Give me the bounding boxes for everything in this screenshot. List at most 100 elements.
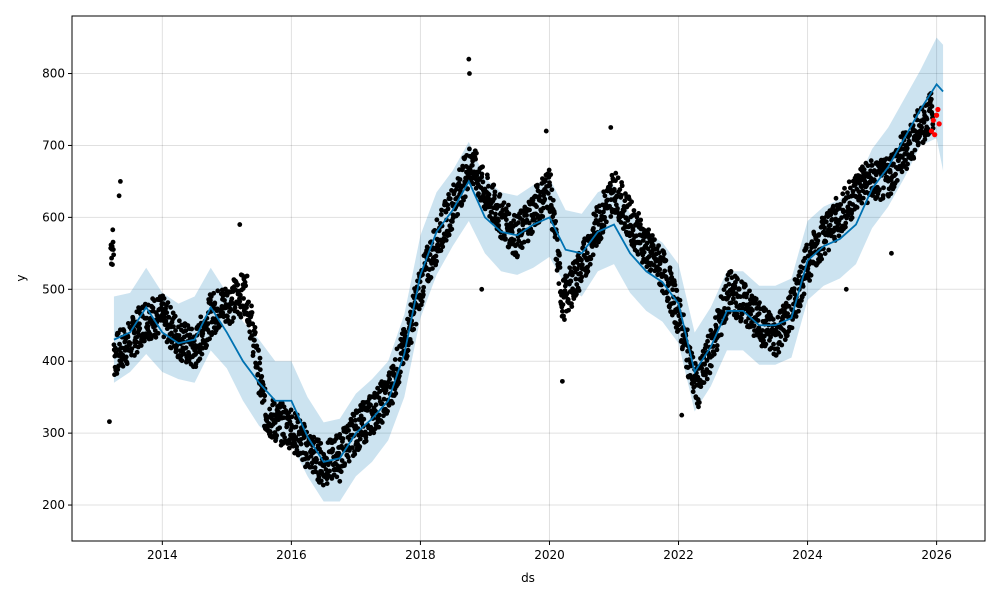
observed-point xyxy=(352,451,358,457)
observed-point xyxy=(556,281,562,286)
observed-point xyxy=(652,237,657,243)
observed-point xyxy=(608,125,614,130)
observed-point xyxy=(929,111,935,117)
observed-point xyxy=(314,457,320,463)
observed-point xyxy=(176,333,182,338)
observed-point xyxy=(131,330,137,336)
observed-point xyxy=(562,317,567,322)
observed-point xyxy=(907,140,913,146)
observed-point xyxy=(630,227,636,233)
observed-point xyxy=(215,288,221,294)
y-tick-label: 300 xyxy=(42,426,65,440)
observed-point xyxy=(842,224,848,230)
observed-point xyxy=(393,390,399,396)
observed-point xyxy=(225,313,230,319)
observed-point xyxy=(198,314,204,320)
observed-point xyxy=(252,330,258,335)
observed-point xyxy=(416,306,422,312)
observed-point xyxy=(257,367,263,373)
observed-point xyxy=(110,262,115,267)
observed-point xyxy=(246,299,251,305)
observed-point xyxy=(211,290,217,296)
observed-point xyxy=(480,179,486,185)
observed-point xyxy=(713,324,719,330)
observed-point xyxy=(134,349,140,355)
observed-point xyxy=(324,456,329,461)
observed-point xyxy=(663,258,669,263)
observed-point xyxy=(467,71,472,76)
observed-point xyxy=(798,269,803,275)
observed-point xyxy=(708,363,714,369)
observed-point xyxy=(690,389,696,395)
observed-point xyxy=(171,324,176,330)
observed-point xyxy=(137,321,142,327)
observed-point xyxy=(166,314,172,320)
observed-point xyxy=(282,435,288,440)
observed-point xyxy=(696,404,701,410)
observed-point xyxy=(661,251,667,257)
observed-point xyxy=(363,438,369,444)
observed-point xyxy=(761,338,766,343)
observed-point xyxy=(554,267,560,273)
observed-point xyxy=(904,166,910,172)
observed-point xyxy=(916,140,921,146)
observed-point xyxy=(438,212,444,217)
observed-point xyxy=(340,436,346,442)
observed-point xyxy=(199,351,205,357)
observed-point xyxy=(635,251,641,257)
observed-point xyxy=(904,145,910,151)
observed-point xyxy=(249,310,255,315)
observed-point xyxy=(784,333,790,338)
observed-point xyxy=(861,167,867,172)
observed-point xyxy=(629,199,634,205)
observed-point xyxy=(527,207,532,213)
x-tick-label: 2024 xyxy=(792,548,823,562)
observed-point xyxy=(929,103,935,109)
observed-point xyxy=(593,243,599,248)
observed-point xyxy=(501,200,507,206)
observed-point xyxy=(338,469,344,475)
observed-point xyxy=(615,205,620,211)
observed-point xyxy=(618,192,624,198)
observed-point xyxy=(870,193,876,198)
observed-point xyxy=(485,175,490,181)
observed-point xyxy=(714,347,720,353)
observed-point xyxy=(840,191,846,197)
observed-point xyxy=(153,334,159,340)
observed-point xyxy=(692,360,698,366)
observed-point xyxy=(493,211,498,217)
observed-point xyxy=(404,353,410,359)
observed-point xyxy=(376,424,382,430)
observed-point xyxy=(147,331,153,337)
observed-point xyxy=(619,183,625,189)
observed-point xyxy=(735,276,740,282)
observed-point xyxy=(349,445,355,450)
observed-point xyxy=(605,197,610,203)
observed-point xyxy=(801,291,807,297)
observed-point xyxy=(747,288,752,294)
observed-point xyxy=(440,244,446,250)
observed-point xyxy=(189,326,195,332)
observed-point xyxy=(165,300,171,305)
observed-point xyxy=(281,404,287,410)
observed-point xyxy=(818,253,824,258)
observed-point xyxy=(596,221,602,227)
observed-point xyxy=(704,376,710,382)
forecast-line xyxy=(113,82,944,463)
plot-area xyxy=(72,16,985,541)
observed-point xyxy=(656,243,661,249)
observed-point xyxy=(250,321,256,327)
observed-point xyxy=(578,278,584,284)
observed-point xyxy=(836,233,842,239)
x-tick-label: 2020 xyxy=(534,548,565,562)
observed-point xyxy=(550,197,556,203)
observed-point xyxy=(237,222,243,227)
observed-point xyxy=(762,333,767,339)
observed-point xyxy=(601,209,606,215)
observed-point xyxy=(413,321,419,327)
observed-point xyxy=(148,336,154,341)
observed-point xyxy=(613,202,619,208)
observed-point xyxy=(117,341,122,347)
y-tick-label: 400 xyxy=(42,354,65,368)
observed-point xyxy=(462,194,468,200)
